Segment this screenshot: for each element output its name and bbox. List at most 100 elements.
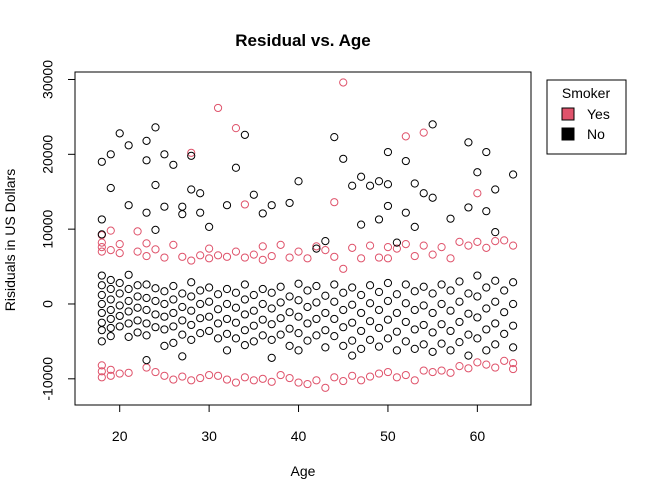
point-no — [312, 331, 321, 340]
point-no — [222, 346, 232, 355]
point-no — [97, 326, 106, 335]
point-yes — [482, 243, 491, 252]
x-tick-label: 60 — [470, 428, 486, 444]
point-no — [178, 316, 187, 325]
point-yes — [357, 376, 366, 385]
point-no — [348, 181, 357, 190]
point-yes — [249, 376, 258, 385]
legend-title: Smoker — [562, 85, 611, 101]
y-tick-label: 30000 — [40, 60, 56, 99]
point-yes — [303, 379, 312, 389]
point-no — [365, 335, 375, 344]
point-no — [464, 203, 473, 212]
point-no — [437, 339, 446, 348]
point-no — [142, 331, 151, 340]
point-yes — [509, 364, 518, 374]
point-yes — [509, 358, 518, 368]
point-yes — [321, 383, 330, 392]
point-yes — [500, 356, 509, 365]
point-no — [151, 225, 160, 234]
point-yes — [500, 236, 509, 245]
point-no — [151, 310, 160, 319]
point-no — [106, 275, 115, 285]
point-yes — [160, 371, 169, 380]
point-no — [312, 244, 321, 253]
point-no — [482, 207, 491, 216]
point-no — [491, 276, 500, 285]
point-yes — [169, 375, 178, 384]
point-no — [357, 344, 366, 353]
point-no — [267, 335, 276, 344]
point-no — [428, 120, 437, 129]
point-yes — [196, 373, 205, 383]
point-no — [151, 323, 160, 332]
point-no — [178, 210, 187, 219]
point-no — [437, 320, 446, 329]
point-no — [231, 318, 241, 327]
point-no — [97, 337, 106, 346]
point-no — [500, 286, 509, 295]
point-yes — [428, 367, 437, 377]
point-no — [365, 299, 375, 308]
point-no — [312, 298, 321, 307]
legend-swatch-yes — [561, 107, 575, 121]
point-no — [446, 214, 455, 223]
point-no — [383, 278, 393, 288]
point-no — [446, 306, 455, 315]
point-no — [249, 337, 258, 346]
point-no — [142, 136, 151, 145]
point-yes — [321, 245, 330, 255]
point-yes — [231, 124, 241, 133]
point-no — [374, 305, 384, 315]
point-no — [187, 185, 196, 194]
point-no — [392, 238, 401, 247]
y-axis: -10000 0 10000 20000 30000 — [40, 60, 76, 401]
point-no — [392, 308, 401, 318]
point-no — [249, 321, 258, 330]
point-no — [410, 305, 419, 315]
point-yes — [401, 132, 410, 141]
point-no — [303, 336, 312, 345]
point-no — [205, 326, 214, 336]
point-no — [97, 215, 106, 224]
point-yes — [410, 251, 419, 261]
point-no — [339, 305, 348, 315]
point-no — [509, 321, 518, 330]
point-yes — [240, 253, 249, 262]
point-no — [240, 130, 249, 139]
point-yes — [374, 253, 384, 262]
y-tick-label: -10000 — [40, 357, 56, 401]
point-no — [491, 228, 500, 237]
point-yes — [97, 243, 106, 252]
point-no — [419, 320, 428, 330]
point-yes — [187, 376, 196, 385]
point-no — [285, 292, 294, 301]
point-no — [392, 346, 401, 355]
point-yes — [240, 200, 249, 209]
point-no — [374, 215, 384, 224]
point-yes — [491, 363, 500, 372]
legend-box — [546, 79, 627, 155]
point-no — [500, 308, 509, 317]
point-no — [258, 331, 267, 340]
point-no — [133, 303, 142, 312]
point-no — [196, 329, 205, 338]
point-yes — [312, 242, 321, 251]
point-no — [106, 150, 115, 159]
point-yes — [348, 371, 357, 380]
point-yes — [383, 243, 393, 252]
point-no — [509, 343, 518, 352]
point-yes — [178, 252, 187, 261]
point-no — [267, 201, 276, 210]
point-no — [213, 334, 223, 343]
y-tick-label: 10000 — [40, 209, 56, 248]
point-no — [240, 341, 249, 350]
point-no — [428, 347, 437, 356]
point-no — [97, 318, 106, 327]
point-no — [428, 328, 437, 337]
point-no — [178, 302, 187, 312]
point-yes — [428, 250, 437, 259]
point-no — [142, 356, 151, 365]
point-yes — [205, 370, 214, 380]
point-no — [473, 271, 482, 280]
